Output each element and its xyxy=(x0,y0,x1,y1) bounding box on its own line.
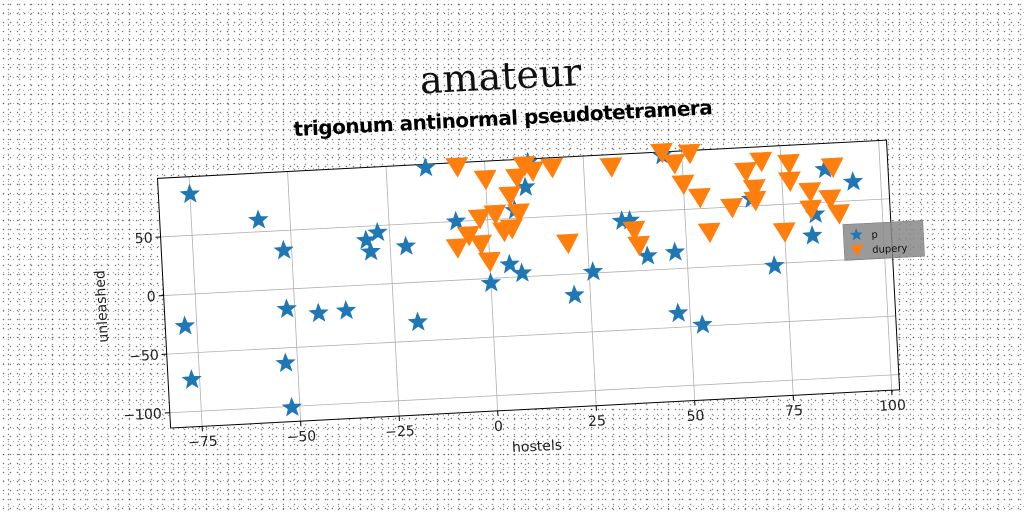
triangle-point xyxy=(477,251,501,273)
star-point xyxy=(415,157,436,177)
star-point xyxy=(667,302,689,323)
x-grid-line xyxy=(878,140,893,391)
triangle-point xyxy=(540,157,564,179)
triangle-point xyxy=(467,208,491,230)
x-axis-label: hostels xyxy=(512,438,563,457)
star-point xyxy=(174,315,196,336)
plot-area xyxy=(157,140,900,429)
triangle-point xyxy=(820,157,844,178)
y-tick-label: −50 xyxy=(129,348,159,366)
x-tick-label: −50 xyxy=(286,428,316,446)
star-point xyxy=(248,209,269,230)
triangle-point xyxy=(506,203,530,224)
x-grid-line xyxy=(188,176,203,427)
triangle-point xyxy=(777,153,800,175)
triangle-point xyxy=(498,186,522,207)
y-grid-line xyxy=(166,315,896,355)
triangle-point xyxy=(627,235,651,257)
triangle-point xyxy=(677,143,701,165)
y-tick-label: 0 xyxy=(146,289,156,305)
legend-box xyxy=(842,220,925,261)
triangle-point xyxy=(720,197,743,219)
star-point xyxy=(802,224,823,245)
triangle-point xyxy=(799,199,823,221)
triangle-point xyxy=(445,157,469,178)
star-point xyxy=(281,396,303,417)
triangle-point xyxy=(734,161,757,183)
triangle-point xyxy=(473,169,497,191)
triangle-point xyxy=(818,189,842,210)
triangle-point xyxy=(742,179,766,200)
triangle-point xyxy=(599,157,623,178)
star-point xyxy=(582,261,604,281)
legend-label: p xyxy=(871,230,878,241)
star-point xyxy=(179,183,200,204)
scatter-plot: −75 −50 −25 0 25 50 75 100 −100 −50 0 50 hostels unle… xyxy=(92,139,925,457)
x-tick-label: 0 xyxy=(494,419,504,435)
legend-marker-p xyxy=(849,228,863,241)
triangle-point xyxy=(749,151,773,173)
y-tick-label: 50 xyxy=(134,230,153,247)
star-point xyxy=(407,311,428,332)
series-dupery xyxy=(445,142,850,273)
x-tick-label: 50 xyxy=(686,408,705,425)
star-point xyxy=(564,284,585,305)
triangle-point xyxy=(483,204,507,226)
star-point xyxy=(335,299,357,320)
triangle-point xyxy=(687,187,711,209)
x-grid-line xyxy=(385,166,400,417)
triangle-point xyxy=(445,238,469,259)
triangle-point xyxy=(772,222,796,243)
legend: p dupery xyxy=(842,220,925,261)
star-point xyxy=(276,298,297,319)
star-point xyxy=(445,210,467,231)
triangle-point xyxy=(662,153,686,175)
triangle-point xyxy=(622,220,646,242)
triangle-point xyxy=(697,222,721,244)
x-tick-label: 25 xyxy=(588,413,607,430)
star-point xyxy=(367,221,388,242)
legend-marker-dupery xyxy=(850,244,864,257)
star-point xyxy=(764,255,785,275)
star-point xyxy=(664,241,686,262)
triangle-point xyxy=(827,204,850,225)
chart-figure: amateur trigonum antinormal pseudotetram… xyxy=(29,16,990,495)
y-grid-line xyxy=(160,198,890,238)
star-point xyxy=(692,314,713,334)
star-point xyxy=(273,239,294,260)
x-grid-line xyxy=(582,156,597,406)
triangle-point xyxy=(520,161,544,182)
triangle-point xyxy=(505,168,528,189)
legend-label: dupery xyxy=(872,243,908,256)
x-tick-label: 75 xyxy=(785,403,804,420)
series-p xyxy=(174,144,864,417)
triangle-point xyxy=(777,171,801,192)
x-grid-line xyxy=(287,171,302,422)
star-point xyxy=(480,272,501,293)
triangle-point xyxy=(798,182,822,203)
triangle-point xyxy=(650,142,673,164)
triangle-point xyxy=(469,234,492,256)
x-tick-label: −25 xyxy=(385,423,415,441)
star-point xyxy=(511,262,533,283)
triangle-point xyxy=(499,218,523,240)
triangle-point xyxy=(671,174,695,196)
x-tick-label: −75 xyxy=(188,434,218,452)
star-point xyxy=(308,302,329,323)
star-point xyxy=(395,235,417,256)
star-point xyxy=(181,369,202,389)
y-tick-label: −100 xyxy=(123,406,162,424)
star-point xyxy=(842,171,864,191)
star-point xyxy=(360,241,381,261)
x-grid-line xyxy=(779,145,794,396)
star-point xyxy=(275,352,296,373)
x-tick-label: 100 xyxy=(879,397,907,414)
y-axis-label: unleashed xyxy=(92,270,112,343)
triangle-point xyxy=(556,233,579,255)
star-point xyxy=(499,253,520,274)
